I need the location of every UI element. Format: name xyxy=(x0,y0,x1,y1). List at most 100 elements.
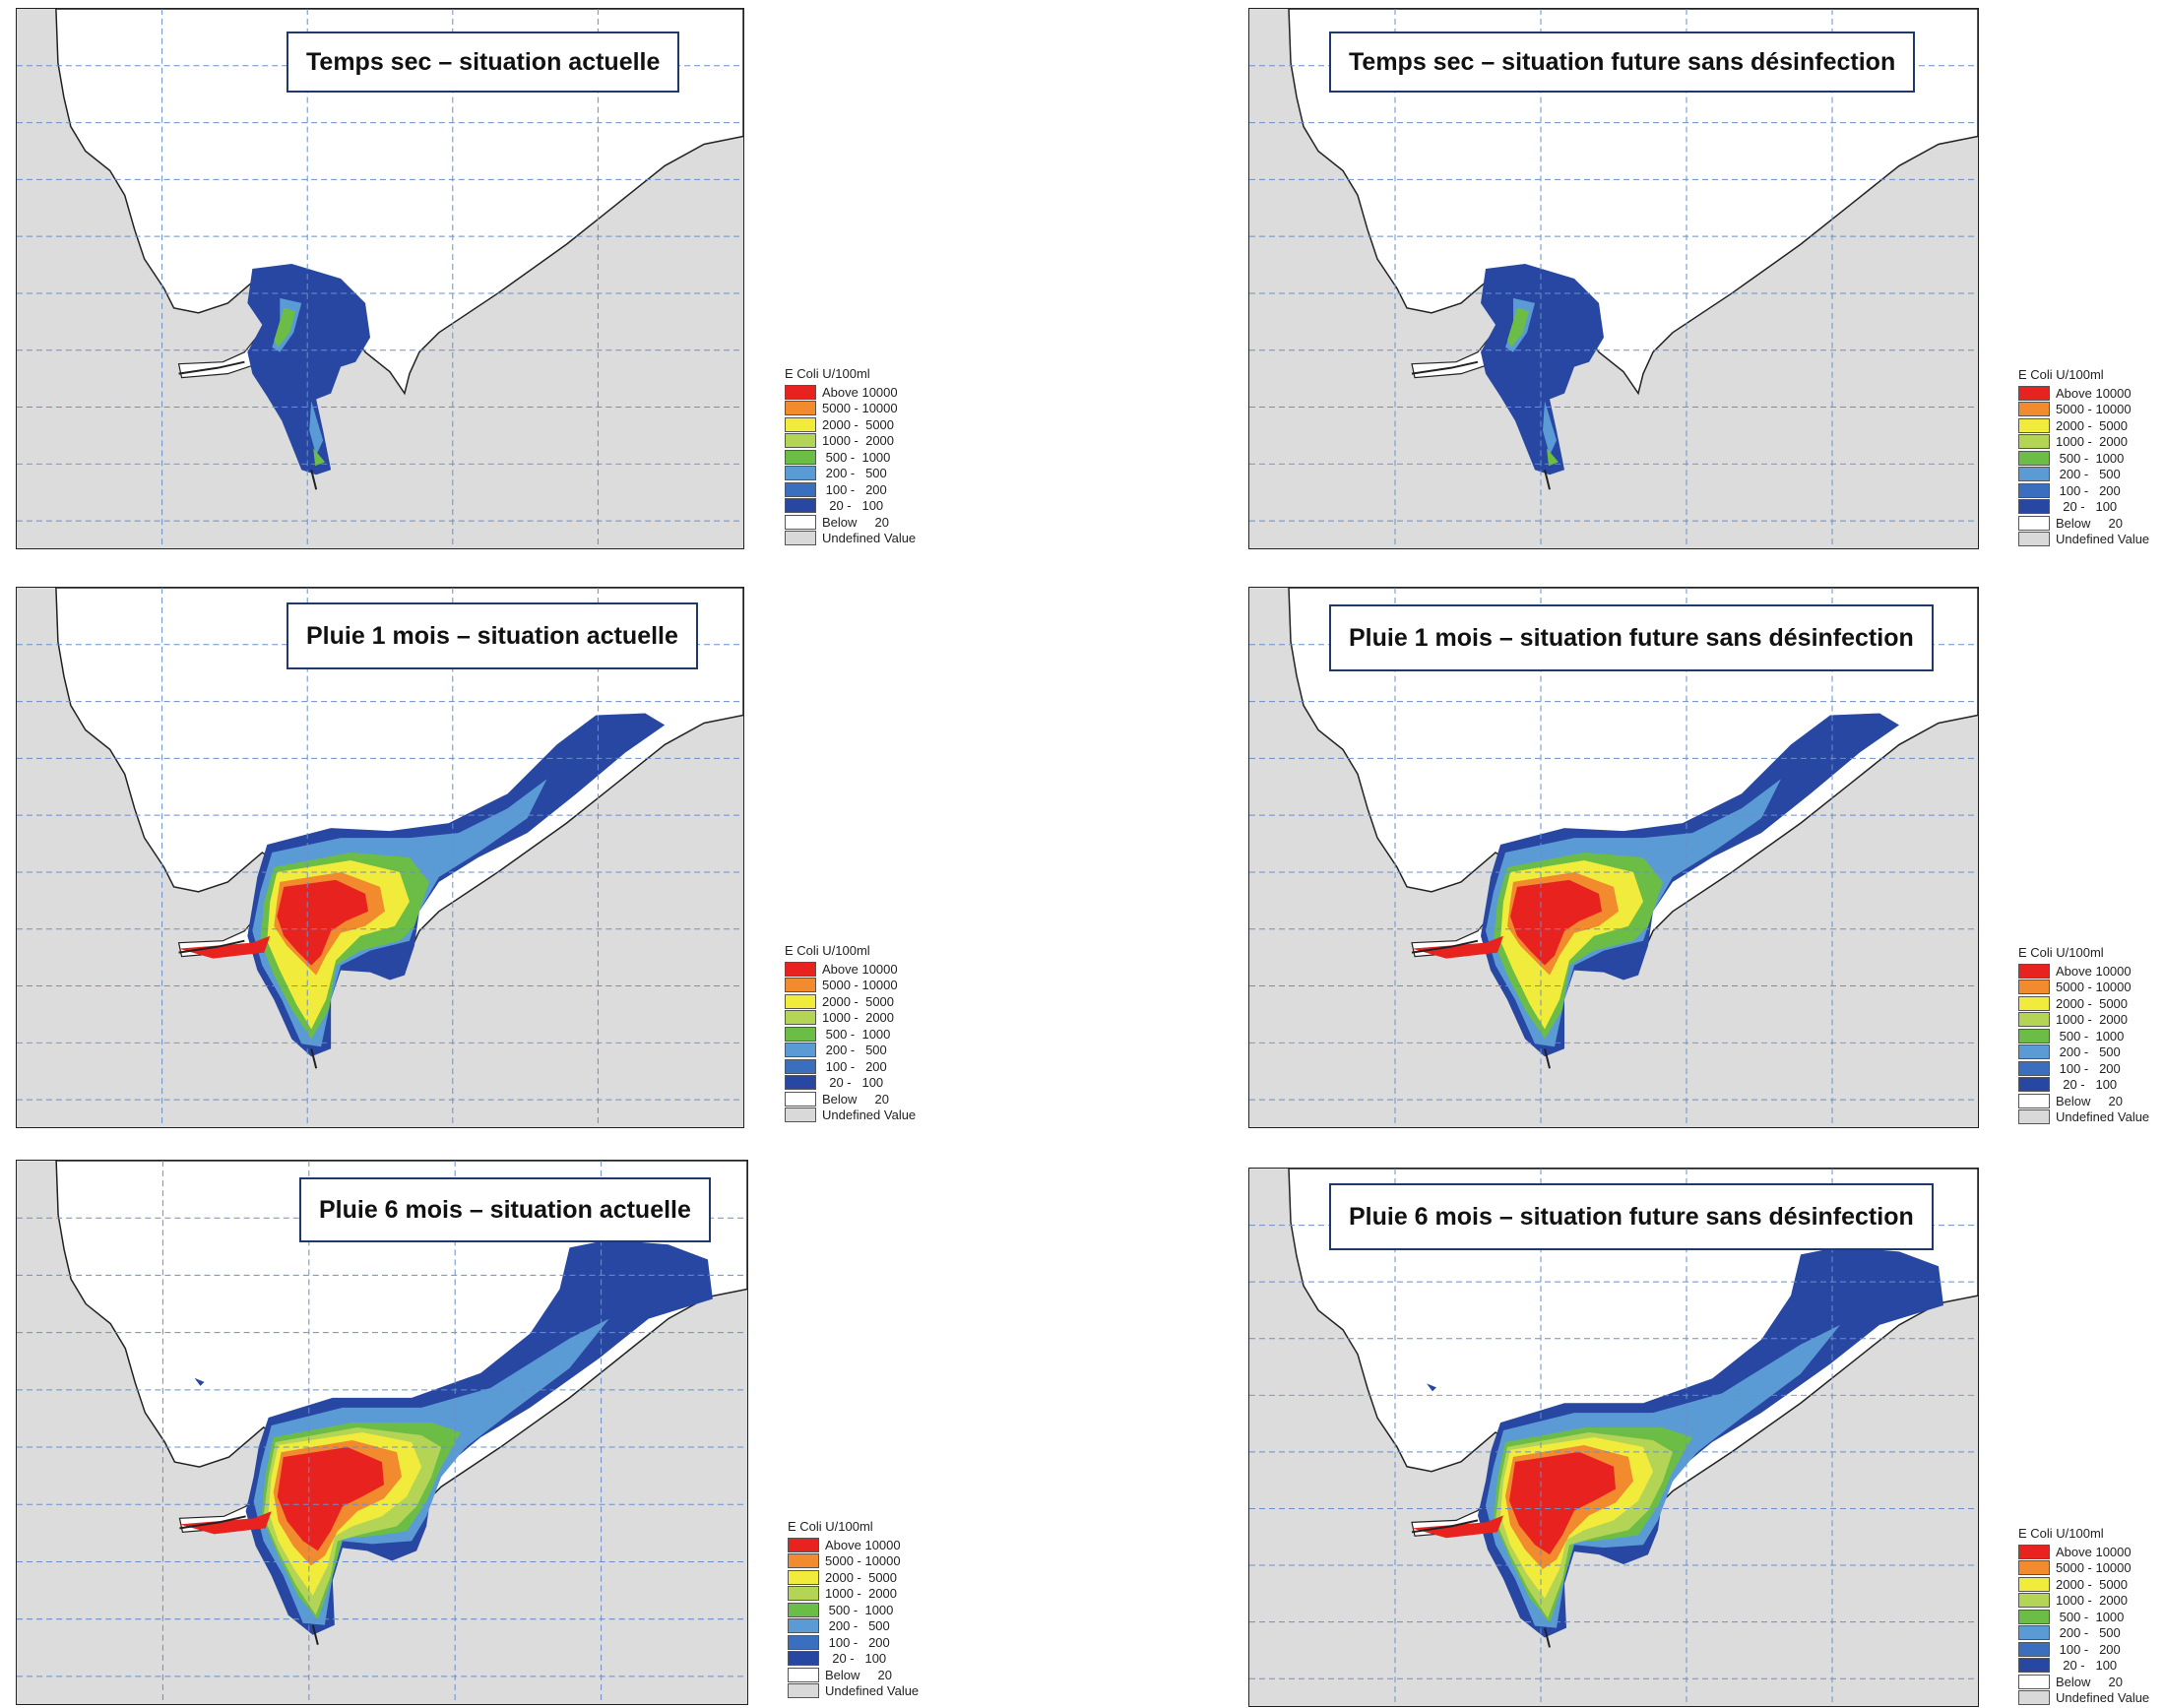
outfall-line xyxy=(1544,470,1551,490)
legend-swatch xyxy=(2018,1674,2050,1689)
river-line xyxy=(179,1515,246,1530)
map-title: Pluie 6 mois – situation actuelle xyxy=(299,1177,711,1242)
river-line xyxy=(1411,360,1479,375)
legend-label: 5000 - 10000 xyxy=(822,401,898,416)
legend-label: Above 10000 xyxy=(822,961,898,977)
legend-item: 500 - 1000 xyxy=(785,449,916,466)
legend-item: 100 - 200 xyxy=(2018,1641,2149,1658)
legend-item: 100 - 200 xyxy=(2018,482,2149,499)
plume-map xyxy=(1249,1169,1978,1706)
legend-item: 1000 - 2000 xyxy=(785,1010,916,1027)
legend-label: 1000 - 2000 xyxy=(2056,1593,2129,1609)
legend-label: Undefined Value xyxy=(822,1107,917,1123)
legend-title: E Coli U/100ml xyxy=(2018,367,2104,382)
legend-swatch xyxy=(785,1075,816,1091)
legend-item: 200 - 500 xyxy=(788,1618,919,1635)
legend-label: 500 - 1000 xyxy=(2056,450,2125,466)
legend-swatch xyxy=(2018,499,2050,515)
legend-item: Above 10000 xyxy=(2018,385,2149,402)
legend-swatch xyxy=(785,481,816,497)
legend-label: 200 - 500 xyxy=(2056,1044,2121,1060)
legend-swatch xyxy=(785,1010,816,1026)
legend-label: Above 10000 xyxy=(2056,1544,2132,1559)
legend-swatch xyxy=(785,433,816,449)
legend-label: 20 - 100 xyxy=(2056,499,2118,515)
map-title: Pluie 1 mois – situation future sans dés… xyxy=(1329,604,1934,671)
legend-item: Undefined Value xyxy=(2018,1109,2149,1126)
legend-label: 200 - 500 xyxy=(822,466,887,481)
plume-contour xyxy=(1412,879,1602,966)
legend-swatch xyxy=(2018,1012,2050,1028)
legend-swatch xyxy=(785,1107,816,1123)
legend-label: 20 - 100 xyxy=(822,1075,884,1091)
legend-label: Below 20 xyxy=(822,1091,889,1107)
legend-swatch xyxy=(2018,1109,2050,1125)
legend-item: 2000 - 5000 xyxy=(2018,417,2149,434)
legend-label: 5000 - 10000 xyxy=(822,978,898,993)
legend-label: 500 - 1000 xyxy=(822,1026,891,1042)
legend-item: Undefined Value xyxy=(785,1107,916,1124)
legend-item: 5000 - 10000 xyxy=(785,978,916,994)
outfall-line xyxy=(311,1624,319,1646)
map-title: Temps sec – situation actuelle xyxy=(286,32,680,93)
legend-label: 1000 - 2000 xyxy=(825,1586,898,1602)
legend-label: 5000 - 10000 xyxy=(825,1553,901,1569)
legend-item: 1000 - 2000 xyxy=(2018,1593,2149,1610)
plume-contour xyxy=(1507,307,1559,467)
legend-label: 200 - 500 xyxy=(2056,1625,2121,1641)
legend-item: 2000 - 5000 xyxy=(2018,995,2149,1012)
legend-label: Above 10000 xyxy=(825,1537,901,1552)
legend-swatch xyxy=(2018,482,2050,498)
legend-swatch xyxy=(788,1683,819,1699)
legend-label: 2000 - 5000 xyxy=(825,1569,898,1585)
legend-swatch xyxy=(785,416,816,432)
legend-swatch xyxy=(2018,1593,2050,1609)
legend-swatch xyxy=(2018,450,2050,466)
legend-item: 1000 - 2000 xyxy=(788,1586,919,1603)
legend-swatch xyxy=(785,514,816,530)
legend-swatch xyxy=(785,1058,816,1074)
legend-label: 20 - 100 xyxy=(2056,1658,2118,1674)
legend-label: 1000 - 2000 xyxy=(822,1010,895,1026)
legend-swatch xyxy=(2018,1093,2050,1108)
legend-swatch xyxy=(2018,1609,2050,1624)
legend-label: 200 - 500 xyxy=(825,1618,890,1634)
river-line xyxy=(178,939,245,954)
legend-swatch xyxy=(785,1091,816,1107)
legend-item: Above 10000 xyxy=(2018,963,2149,980)
legend-item: Below 20 xyxy=(2018,1093,2149,1109)
legend-title: E Coli U/100ml xyxy=(785,366,870,381)
legend-item: Below 20 xyxy=(785,514,916,531)
legend-item: Below 20 xyxy=(2018,1674,2149,1690)
legend-swatch xyxy=(2018,1077,2050,1093)
legend-label: 200 - 500 xyxy=(2056,467,2121,482)
legend-swatch xyxy=(2018,1060,2050,1076)
legend-item: 500 - 1000 xyxy=(2018,1028,2149,1044)
legend-swatch xyxy=(785,993,816,1009)
legend-swatch xyxy=(785,531,816,546)
legend-item: Below 20 xyxy=(2018,515,2149,532)
plume-contour xyxy=(247,713,666,1057)
legend-label: 2000 - 5000 xyxy=(2056,995,2129,1011)
legend-title: E Coli U/100ml xyxy=(785,943,870,958)
legend-swatch xyxy=(788,1569,819,1585)
legend: E Coli U/100ml Above 10000 5000 - 10000 200… xyxy=(2018,945,2149,1125)
map-frame xyxy=(1248,8,1979,549)
legend-swatch xyxy=(788,1634,819,1650)
legend-swatch xyxy=(2018,385,2050,401)
legend-item: 500 - 1000 xyxy=(785,1026,916,1043)
legend-label: 100 - 200 xyxy=(825,1634,890,1650)
legend-item: Above 10000 xyxy=(785,961,916,978)
legend-item: 2000 - 5000 xyxy=(788,1569,919,1586)
legend-label: Undefined Value xyxy=(2056,1690,2150,1706)
legend-label: Above 10000 xyxy=(2056,963,2132,979)
legend-item: Undefined Value xyxy=(785,531,916,547)
plume-contour xyxy=(247,264,371,475)
map-frame xyxy=(1248,1168,1979,1707)
legend-item: 200 - 500 xyxy=(2018,1044,2149,1061)
plume-contour xyxy=(1481,713,1899,1057)
legend-swatch xyxy=(2018,980,2050,995)
plume-contour xyxy=(1481,264,1604,475)
legend-item: 20 - 100 xyxy=(2018,1658,2149,1675)
legend-item: Below 20 xyxy=(785,1091,916,1107)
